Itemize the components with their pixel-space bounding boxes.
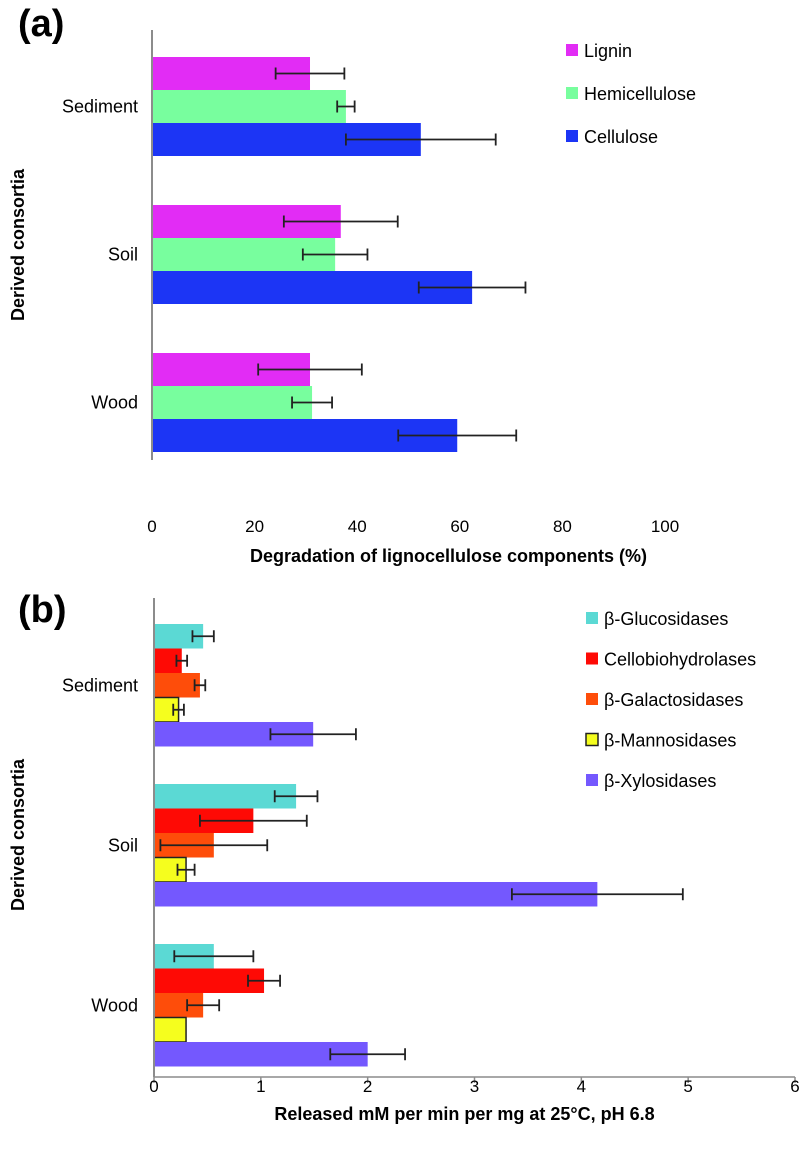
- chart-panel-b: (b) Sediment Soil Wood 0 1 2 3 4 5 6 Released mM pe…: [8, 589, 799, 1124]
- legend-label: Cellobiohydrolases: [604, 650, 756, 670]
- x-tick-label: 60: [450, 517, 469, 536]
- bar: [152, 90, 346, 123]
- bar: [154, 673, 200, 698]
- x-tick-label: 40: [348, 517, 367, 536]
- x-tick-label: 6: [790, 1077, 799, 1096]
- legend-label: Hemicellulose: [584, 84, 696, 104]
- y-axis-title: Derived consortia: [8, 168, 28, 321]
- x-tick-label: 4: [577, 1077, 586, 1096]
- x-tick-label: 2: [363, 1077, 372, 1096]
- x-axis-title: Degradation of lignocellulose components…: [250, 546, 647, 566]
- chart-panel-a: (a) Sediment Soil Wood 0 20 40 60 80 100Degradati…: [8, 3, 696, 566]
- legend-swatch: [586, 612, 598, 624]
- x-tick-label: 20: [245, 517, 264, 536]
- legend-label: Cellulose: [584, 127, 658, 147]
- x-tick-label: 0: [149, 1077, 158, 1096]
- category-label: Soil: [108, 835, 138, 855]
- bar: [154, 784, 297, 809]
- category-label: Wood: [91, 393, 138, 413]
- legend-label: β-Glucosidases: [604, 609, 728, 629]
- x-tick-label: 100: [651, 517, 679, 536]
- category-label: Sediment: [62, 675, 138, 695]
- x-tick-label: 5: [683, 1077, 692, 1096]
- category-label: Sediment: [62, 97, 138, 117]
- legend-swatch: [585, 732, 599, 747]
- x-tick-label: 0: [147, 517, 156, 536]
- legend-label: β-Xylosidases: [604, 771, 716, 791]
- bar: [153, 1016, 187, 1043]
- y-axis-title: Derived consortia: [8, 758, 28, 911]
- panel-label: (b): [18, 589, 67, 631]
- x-tick-label: 80: [553, 517, 572, 536]
- x-tick-label: 1: [256, 1077, 265, 1096]
- legend-swatch: [566, 130, 578, 142]
- bar: [154, 968, 265, 993]
- legend-swatch: [586, 774, 598, 786]
- legend-label: β-Galactosidases: [604, 690, 743, 710]
- x-axis-title: Released mM per min per mg at 25°C, pH 6…: [274, 1104, 654, 1124]
- legend-label: Lignin: [584, 41, 632, 61]
- bar: [152, 386, 313, 419]
- x-tick-label: 3: [470, 1077, 479, 1096]
- category-label: Wood: [91, 995, 138, 1015]
- legend-swatch: [586, 652, 598, 665]
- legend-swatch: [586, 693, 598, 705]
- legend-swatch: [566, 44, 578, 56]
- panel-label: (a): [18, 3, 64, 45]
- category-label: Soil: [108, 245, 138, 265]
- legend-swatch: [566, 87, 578, 99]
- legend-label: β-Mannosidases: [604, 731, 736, 751]
